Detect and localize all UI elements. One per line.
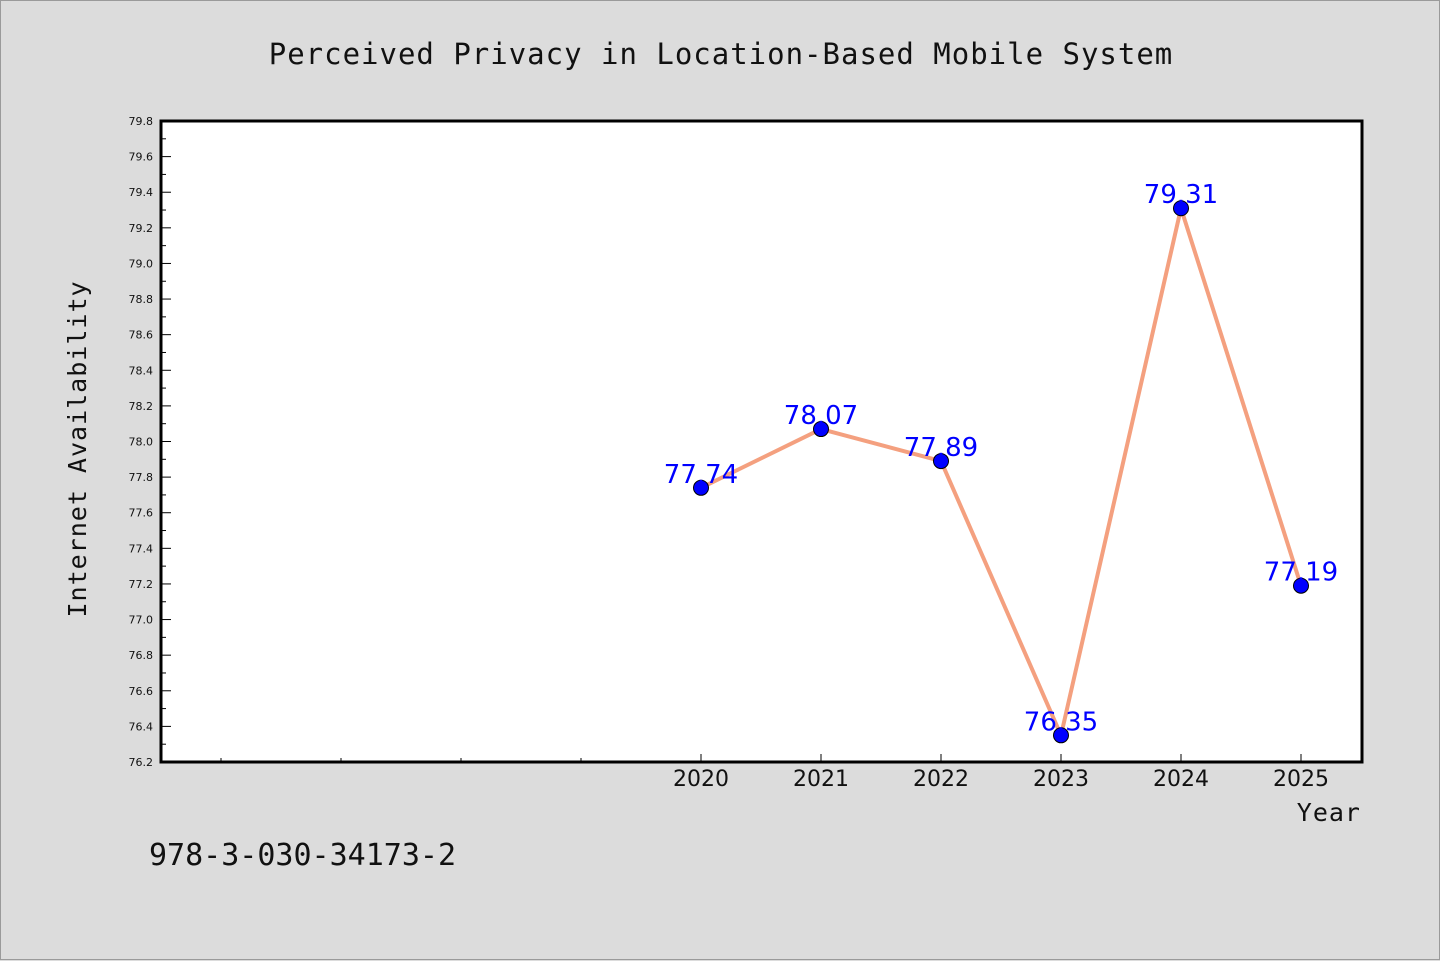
y-tick-label: 77.8 — [129, 471, 154, 484]
data-label: 79.31 — [1144, 180, 1218, 210]
y-tick-label: 77.2 — [129, 578, 154, 591]
y-tick-label: 76.6 — [129, 685, 154, 698]
y-tick-label: 78.0 — [129, 436, 154, 449]
data-point-marker — [693, 479, 709, 496]
y-tick-label: 78.4 — [129, 364, 154, 377]
x-tick-label: 2025 — [1273, 767, 1329, 792]
y-tick-label: 79.2 — [129, 222, 154, 235]
y-axis-label: Internet Availability — [63, 280, 92, 617]
series-line — [700, 206, 1303, 738]
y-tick-label: 76.4 — [129, 720, 154, 733]
data-point-marker — [1173, 200, 1189, 217]
y-tick-label: 76.2 — [129, 756, 154, 769]
y-tick-label: 79.6 — [129, 151, 154, 164]
y-tick-label: 78.2 — [129, 400, 154, 413]
y-tick-label: 77.0 — [129, 614, 154, 627]
x-tick-label: 2023 — [1033, 767, 1089, 792]
data-label: 78.07 — [784, 401, 858, 431]
data-point-marker — [933, 453, 949, 470]
x-tick-label: 2021 — [793, 767, 849, 792]
y-tick-label: 77.6 — [129, 507, 154, 520]
data-label-group: 77.74 78.07 77.89 76.35 79.31 77.19 — [664, 180, 1338, 737]
x-tick-label: 2020 — [673, 767, 729, 792]
y-tick-label: 76.8 — [129, 649, 154, 662]
y-tick-label: 79.8 — [129, 115, 154, 128]
x-tick-label: 2024 — [1153, 767, 1209, 792]
plot-area — [159, 119, 1364, 764]
isbn-footer: 978-3-030-34173-2 — [149, 838, 456, 873]
data-point-marker — [1053, 727, 1069, 744]
y-tick-label: 78.6 — [129, 329, 154, 342]
series-line-group — [693, 200, 1309, 744]
data-label: 77.19 — [1264, 558, 1338, 588]
y-axis: 76.2 76.4 76.6 76.8 77.0 77.2 77.4 77.6 77.8 78.0… — [129, 115, 171, 769]
y-tick-label: 79.4 — [129, 186, 154, 199]
x-axis-label: Year — [1297, 798, 1361, 827]
data-label: 77.74 — [664, 460, 738, 490]
x-axis: 2020 2021 2022 2023 2024 2025 — [220, 754, 1329, 792]
data-point-marker — [813, 421, 829, 438]
x-tick-label: 2022 — [913, 767, 969, 792]
y-tick-label: 78.8 — [129, 293, 154, 306]
y-tick-label: 77.4 — [129, 542, 154, 555]
y-tick-label: 79.0 — [129, 257, 154, 270]
data-label: 77.89 — [904, 433, 978, 463]
data-point-marker — [1293, 577, 1309, 594]
chart-title: Perceived Privacy in Location-Based Mobi… — [269, 37, 1174, 71]
data-label: 76.35 — [1024, 707, 1098, 737]
